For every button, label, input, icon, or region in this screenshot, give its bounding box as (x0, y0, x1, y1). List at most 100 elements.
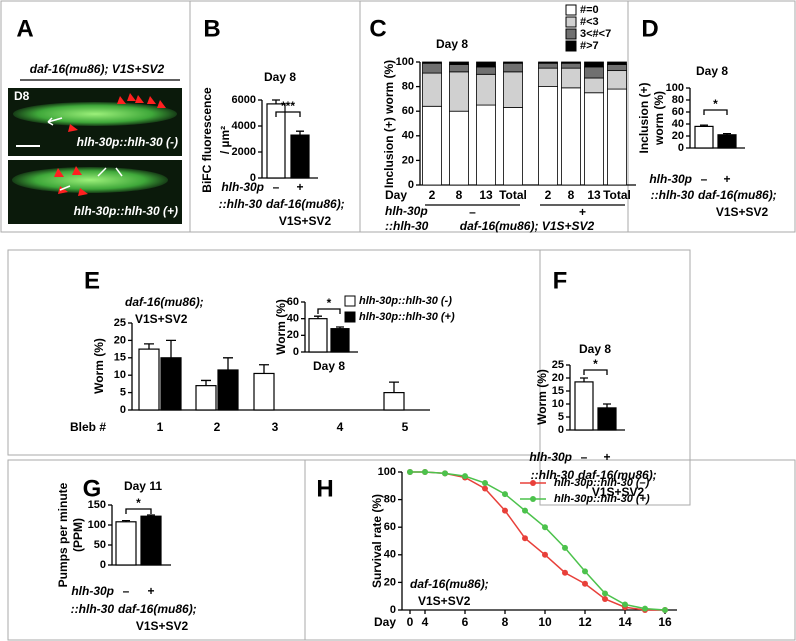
y-tick-label: 2000 (232, 146, 256, 158)
y-axis-label: / µm² (218, 126, 232, 154)
image-label: hlh-30p::hlh-30 (+) (74, 204, 178, 218)
bar-segment (449, 71, 469, 112)
y-tick-label: 0 (558, 424, 564, 436)
x-tick-label: 12 (578, 615, 592, 629)
x-tick-label: 5 (402, 420, 409, 434)
y-tick-label: 15 (114, 352, 126, 364)
legend-label: hlh-30p::hlh-30 (-) (359, 295, 452, 307)
image-label: hlh-30p::hlh-30 (-) (77, 135, 178, 149)
y-tick-label: 10 (114, 369, 126, 381)
panel-box (539, 249, 691, 506)
y-axis-label: Inclusion (+) worm (%) (382, 60, 396, 188)
y-tick-label: 60 (287, 296, 299, 308)
bar-segment (422, 72, 442, 107)
error-bar (259, 364, 269, 374)
bar-segment (584, 77, 604, 94)
bar (115, 521, 137, 566)
bar-segment (538, 67, 558, 88)
y-tick-label: 5 (120, 387, 126, 399)
point (482, 480, 488, 487)
y-axis-label: Survival rate (%) (370, 494, 384, 588)
point (662, 607, 668, 613)
legend-label: #=0 (580, 4, 599, 16)
y-tick-label: 150 (88, 499, 106, 511)
panel-letter: F (553, 267, 568, 294)
genotype: V1S+SV2 (279, 214, 332, 228)
bar-segment (422, 62, 442, 74)
image-label: D8 (14, 89, 30, 103)
y-tick-label: 10 (552, 398, 564, 410)
point (602, 595, 608, 602)
x-tick-label: 3 (272, 420, 279, 434)
bar-segment (538, 61, 558, 64)
panel-letter: E (84, 267, 100, 294)
bar-segment (538, 86, 558, 186)
panel-letter: D (641, 15, 658, 42)
bar (160, 357, 182, 411)
bar-segment (476, 104, 496, 186)
error-bar (272, 99, 280, 104)
x-tick-label: – (273, 180, 280, 194)
point (642, 605, 648, 612)
y-tick-label: 15 (552, 385, 564, 397)
bar-segment (422, 105, 442, 186)
bar-segment (607, 70, 627, 90)
bar-segment (503, 61, 523, 64)
x-tick-label: 13 (587, 188, 601, 202)
point (502, 507, 508, 514)
genotype: daf-16(mu86); (118, 602, 197, 616)
x-tick-label: + (723, 172, 730, 186)
micrographs (8, 79, 182, 224)
legend-label: hlh-30p::hlh-30 (+) (359, 311, 455, 323)
significance: * (593, 357, 598, 371)
y-tick-label: 40 (672, 118, 684, 130)
row-label: ::hlh-30 (651, 188, 695, 202)
bar-segment (561, 61, 581, 64)
group-label: + (579, 205, 586, 219)
x-tick-label: 4 (337, 420, 344, 434)
x-tick-label: 16 (658, 615, 672, 629)
panel-letter: B (203, 15, 220, 42)
y-tick-label: 20 (552, 372, 564, 384)
x-tick-label: 8 (456, 188, 463, 202)
y-tick-label: 6000 (232, 94, 256, 106)
x-tick-label: + (147, 584, 154, 598)
arrow (59, 167, 123, 191)
x-row-label: Day (385, 188, 407, 202)
y-tick-label: 40 (402, 130, 414, 142)
bar (253, 372, 275, 411)
bar-segment (503, 107, 523, 186)
significance: * (136, 496, 141, 510)
point (502, 491, 508, 498)
y-axis-label: (PPM) (71, 518, 85, 552)
panel-title: Day 11 (124, 479, 162, 493)
y-tick-label: 25 (552, 359, 564, 371)
point (602, 590, 608, 597)
y-axis-label: Worm (%) (92, 338, 106, 394)
point (542, 551, 548, 558)
row-label: hlh-30p (529, 450, 572, 464)
x-tick-label: – (123, 584, 130, 598)
worm (13, 102, 177, 126)
row-label: hlh-30p (71, 584, 114, 598)
panel-title: Day 8 (579, 342, 611, 356)
x-tick-label: 14 (618, 615, 632, 629)
genotype: V1S+SV2 (716, 205, 769, 219)
genotype: daf-16(mu86); (266, 197, 345, 211)
legend-label: hlh-30p::hlh-30 (–) (554, 477, 650, 489)
y-tick-label: 80 (672, 94, 684, 106)
bar-segment (607, 64, 627, 72)
error-bar (603, 403, 611, 408)
point (622, 601, 628, 608)
bar (195, 385, 217, 411)
panel-letter: C (369, 15, 386, 42)
bar-segment (476, 61, 496, 68)
bar (290, 134, 310, 179)
x-tick-label: – (701, 172, 708, 186)
bar-segment (584, 92, 604, 186)
group-label: – (469, 205, 476, 219)
legend-swatch (565, 16, 577, 28)
genotype: daf-16(mu86); (125, 295, 204, 309)
